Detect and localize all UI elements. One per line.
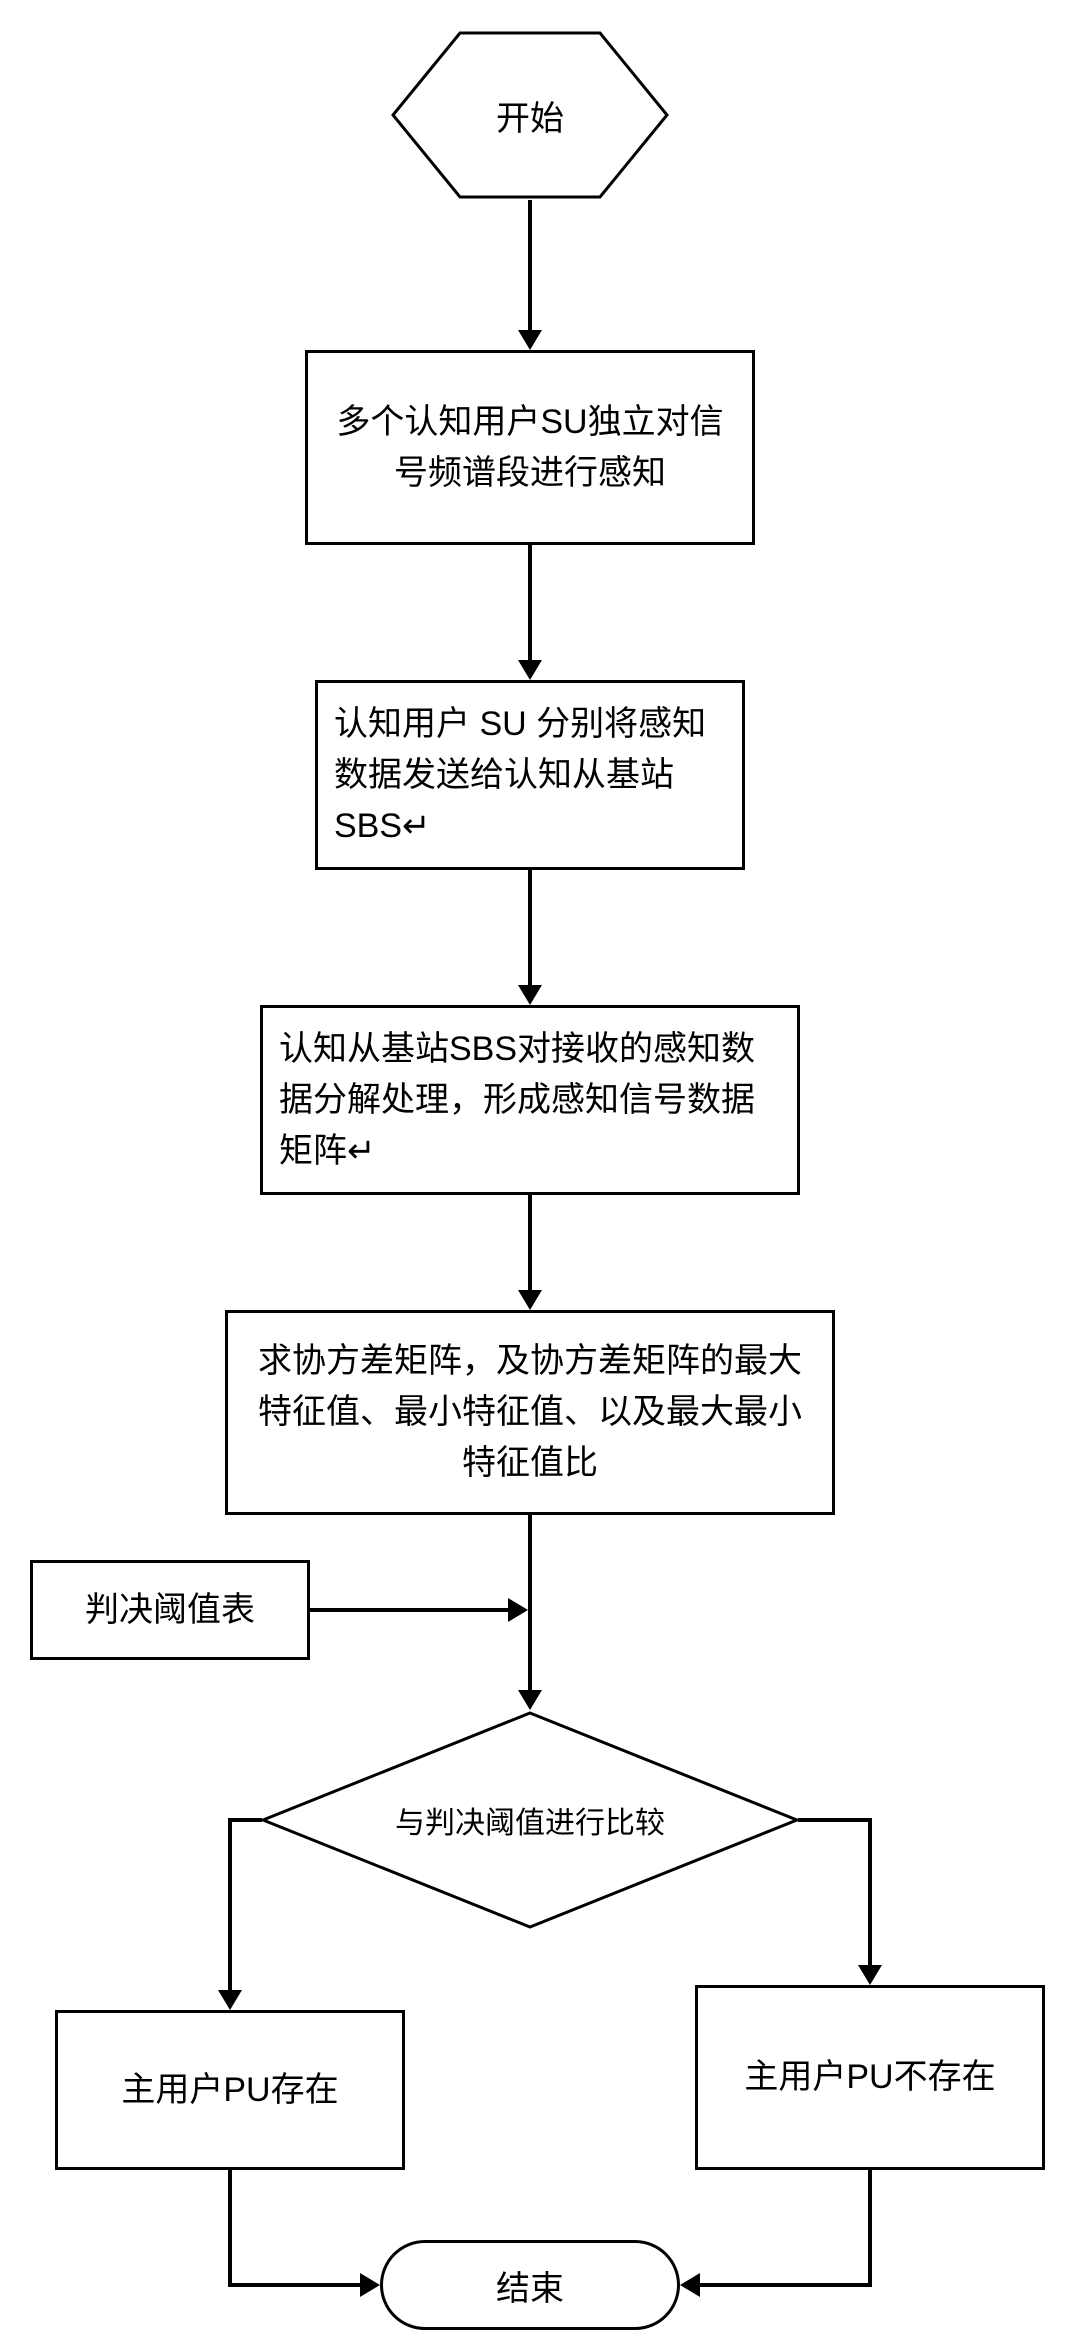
edge-arrow [518,660,542,680]
decision-label: 与判决阈值进行比较 [395,1798,665,1842]
threshold-table-node: 判决阈值表 [30,1560,310,1660]
edge [700,2283,872,2287]
start-label: 开始 [496,91,564,140]
edge [228,1818,262,1822]
step2-node: 认知用户 SU 分别将感知数据发送给认知从基站 SBS↵ [315,680,745,870]
edge [528,870,532,985]
edge-arrow [518,985,542,1005]
edge [798,1818,870,1822]
edge [528,545,532,660]
threshold-table-label: 判决阈值表 [85,1585,255,1636]
step1-node: 多个认知用户SU独立对信号频谱段进行感知 [305,350,755,545]
edge-arrow [518,330,542,350]
edge [528,200,532,330]
edge-arrow [518,1290,542,1310]
edge-arrow [680,2273,700,2297]
step3-label: 认知从基站SBS对接收的感知数据分解处理，形成感知信号数据矩阵↵ [279,1024,781,1177]
edge [528,1195,532,1290]
end-node: 结束 [380,2240,680,2330]
step1-label: 多个认知用户SU独立对信号频谱段进行感知 [324,397,736,499]
result-exists-node: 主用户PU存在 [55,2010,405,2170]
edge [868,2170,872,2285]
edge-arrow [360,2273,380,2297]
step3-node: 认知从基站SBS对接收的感知数据分解处理，形成感知信号数据矩阵↵ [260,1005,800,1195]
decision-node: 与判决阈值进行比较 [260,1710,800,1930]
result-exists-label: 主用户PU存在 [121,2065,338,2116]
edge [228,1818,232,1990]
start-node: 开始 [390,30,670,200]
edge [228,2283,360,2287]
result-not-exists-label: 主用户PU不存在 [744,2052,995,2103]
step4-label: 求协方差矩阵，及协方差矩阵的最大特征值、最小特征值、以及最大最小特征值比 [244,1336,816,1489]
edge-arrow [858,1965,882,1985]
flowchart-canvas: 开始 多个认知用户SU独立对信号频谱段进行感知 认知用户 SU 分别将感知数据发… [0,0,1084,2349]
edge-arrow [518,1690,542,1710]
edge [868,1818,872,1965]
edge [528,1515,532,1690]
edge [310,1608,508,1612]
edge-arrow [508,1598,528,1622]
step2-label: 认知用户 SU 分别将感知数据发送给认知从基站 SBS↵ [334,699,726,852]
end-label: 结束 [496,2261,564,2310]
edge-arrow [218,1990,242,2010]
edge [228,2170,232,2285]
result-not-exists-node: 主用户PU不存在 [695,1985,1045,2170]
step4-node: 求协方差矩阵，及协方差矩阵的最大特征值、最小特征值、以及最大最小特征值比 [225,1310,835,1515]
